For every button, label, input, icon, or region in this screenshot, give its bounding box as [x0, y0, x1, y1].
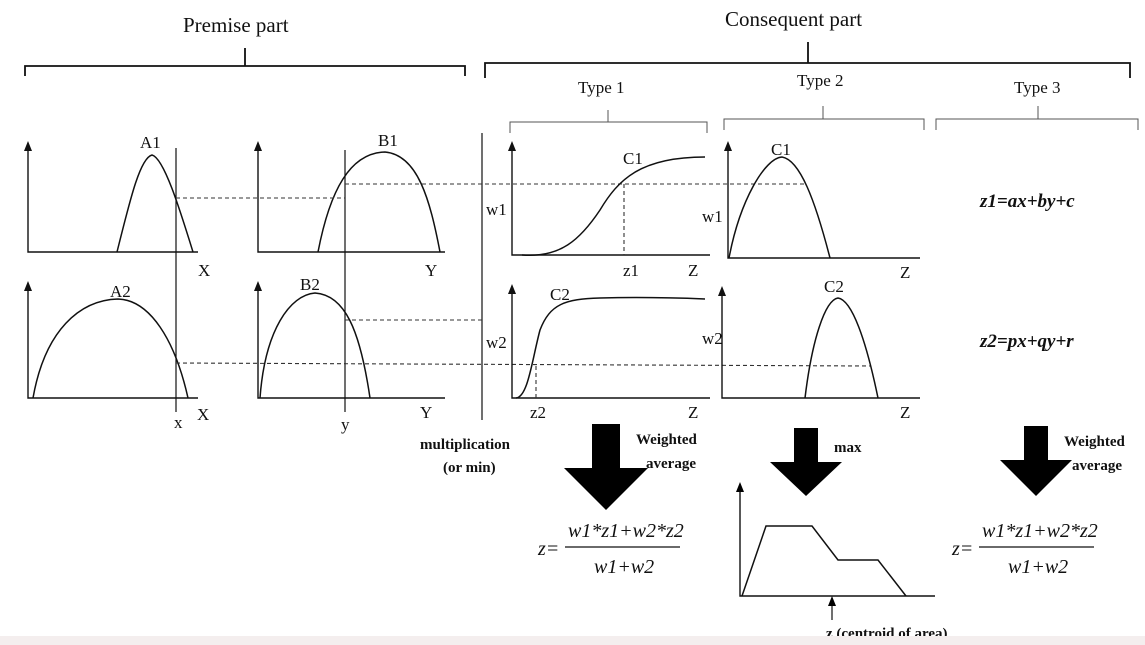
type1-w1-label: w1 [486, 200, 507, 219]
bottom-strip [0, 636, 1145, 645]
graph-type1-c2: C2 w2 z2 Z [486, 284, 710, 422]
graph-type2-c2: C2 w2 Z [702, 277, 920, 422]
max-label: max [834, 440, 862, 456]
type1-c2-label: C2 [550, 285, 570, 304]
formula1-lhs: z= [537, 538, 559, 560]
weighted-average-3-line2: average [1072, 458, 1122, 474]
aggregated-output-graph: z (centroid of area) [736, 482, 948, 642]
b2-label: B2 [300, 275, 320, 294]
weighted-average-1-line1: Weighted [636, 432, 697, 448]
type3-down-arrow [1000, 426, 1072, 496]
b1-label: B1 [378, 131, 398, 150]
weighted-average-formula-3: z= w1*z1+w2*z2 w1+w2 [951, 520, 1098, 578]
z2-label: z2 [530, 403, 546, 422]
type3-header: Type 3 [1014, 78, 1061, 97]
a1-label: A1 [140, 133, 161, 152]
graph-b1: B1 Y [254, 131, 445, 280]
z-axis-label-2: Z [688, 403, 698, 422]
z-axis-label-4: Z [900, 403, 910, 422]
type1-c2-sigmoid [515, 296, 706, 399]
type2-c2-curve [804, 297, 879, 399]
premise-part-header: Premise part [183, 13, 289, 37]
b1-membership-curve [317, 151, 441, 253]
type2-c1-label: C1 [771, 140, 791, 159]
formula1-denominator: w1+w2 [594, 556, 654, 578]
type2-w2-label: w2 [702, 329, 723, 348]
weighted-average-1-line2: average [646, 456, 696, 472]
type1-w2-label: w2 [486, 333, 507, 352]
formula1-numerator: w1*z1+w2*z2 [568, 520, 684, 542]
b2-membership-curve [259, 292, 371, 399]
type1-c1-label: C1 [623, 149, 643, 168]
formula3-lhs: z= [951, 538, 973, 560]
type2-down-arrow [770, 428, 842, 496]
or-min-label: (or min) [443, 460, 496, 476]
formula3-numerator: w1*z1+w2*z2 [982, 520, 1098, 542]
premise-brace [24, 48, 466, 76]
graph-type2-c1: C1 w1 Z [702, 140, 920, 282]
type3-brace [935, 106, 1139, 130]
input-x-label: x [174, 413, 183, 432]
consequent-part-header: Consequent part [725, 7, 862, 31]
type1-brace [509, 110, 708, 133]
graph-type1-c1: C1 w1 z1 Z [486, 141, 710, 280]
w2-level-dash [175, 362, 871, 367]
input-y-label: y [341, 415, 350, 434]
type1-down-arrow [564, 424, 648, 510]
a2-label: A2 [110, 282, 131, 301]
aggregated-output-shape [741, 525, 907, 597]
y-axis-label-1: Y [425, 261, 437, 280]
z-axis-label-1: Z [688, 261, 698, 280]
graph-b2: B2 Y [254, 275, 445, 422]
y-axis-label-2: Y [420, 403, 432, 422]
type2-w1-label: w1 [702, 207, 723, 226]
consequent-brace [484, 42, 1131, 78]
type1-c1-sigmoid [521, 156, 706, 257]
formula3-denominator: w1+w2 [1008, 556, 1068, 578]
x-axis-label-1: X [198, 261, 210, 280]
weighted-average-3-line1: Weighted [1064, 434, 1125, 450]
weighted-average-formula-1: z= w1*z1+w2*z2 w1+w2 [537, 520, 684, 578]
z-axis-label-3: Z [900, 263, 910, 282]
z1-label: z1 [623, 261, 639, 280]
x-axis-label-2: X [197, 405, 209, 424]
rule1-equation: z1=ax+by+c [979, 191, 1075, 212]
type2-c2-label: C2 [824, 277, 844, 296]
graph-a1: A1 X [24, 133, 210, 280]
type1-header: Type 1 [578, 78, 625, 97]
a1-membership-curve [116, 154, 194, 253]
type2-c1-curve [728, 156, 831, 259]
rule2-equation: z2=px+qy+r [979, 331, 1074, 352]
graph-a2: A2 X [24, 281, 209, 424]
a2-membership-curve [32, 298, 189, 399]
multiplication-label: multiplication [420, 437, 511, 453]
type2-brace [723, 106, 925, 130]
type2-header: Type 2 [797, 71, 844, 90]
